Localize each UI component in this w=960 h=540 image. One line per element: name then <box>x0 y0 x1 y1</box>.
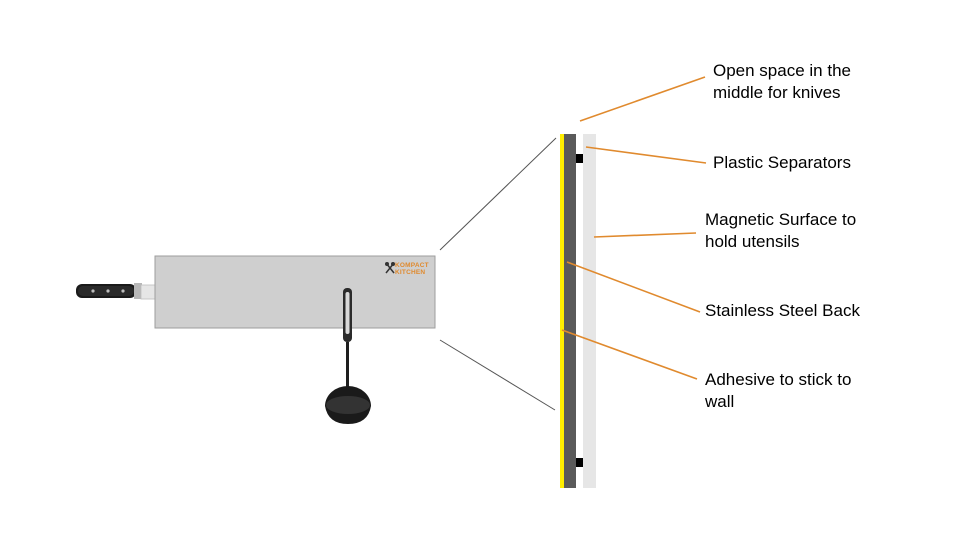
brand-logo-line1: KOMPACT <box>395 262 429 269</box>
ladle-icon <box>325 288 371 424</box>
leader-plastic-separators <box>585 146 707 164</box>
magnetic-surface-layer <box>583 134 596 488</box>
leader-stainless-back <box>566 261 701 313</box>
label-plastic-separators: Plastic Separators <box>713 152 851 174</box>
leader-adhesive <box>561 329 698 380</box>
label-open-space-line2: middle for knives <box>713 83 841 102</box>
label-magnetic-surface: Magnetic Surface to hold utensils <box>705 209 856 253</box>
magnetic-rack-body <box>154 255 436 329</box>
zoom-line-bottom <box>439 339 556 411</box>
inner-gap-layer <box>576 134 582 488</box>
label-open-space-line1: Open space in the <box>713 61 851 80</box>
leader-magnetic-surface <box>593 232 697 238</box>
zoom-line-top <box>439 137 557 251</box>
label-magnetic-surface-line1: Magnetic Surface to <box>705 210 857 229</box>
leader-open-space <box>579 76 706 122</box>
knife-icon <box>76 283 158 300</box>
label-adhesive-line2: wall <box>705 392 735 411</box>
label-stainless-back: Stainless Steel Back <box>705 300 860 322</box>
stainless-steel-layer <box>564 134 576 488</box>
label-stainless-back-line1: Stainless Steel Back <box>705 301 860 320</box>
label-magnetic-surface-line2: hold utensils <box>705 232 800 251</box>
utensils-logo-icon <box>385 262 395 274</box>
label-adhesive-line1: Adhesive to stick to <box>705 370 852 389</box>
brand-logo-text: KOMPACT KITCHEN <box>395 262 429 276</box>
brand-logo-line2: KITCHEN <box>395 269 426 276</box>
plastic-separator-top <box>576 154 583 163</box>
label-open-space: Open space in the middle for knives <box>713 60 851 104</box>
adhesive-layer <box>560 134 565 488</box>
plastic-separator-bottom <box>576 458 583 467</box>
label-plastic-separators-line1: Plastic Separators <box>713 153 851 172</box>
label-adhesive: Adhesive to stick to wall <box>705 369 851 413</box>
